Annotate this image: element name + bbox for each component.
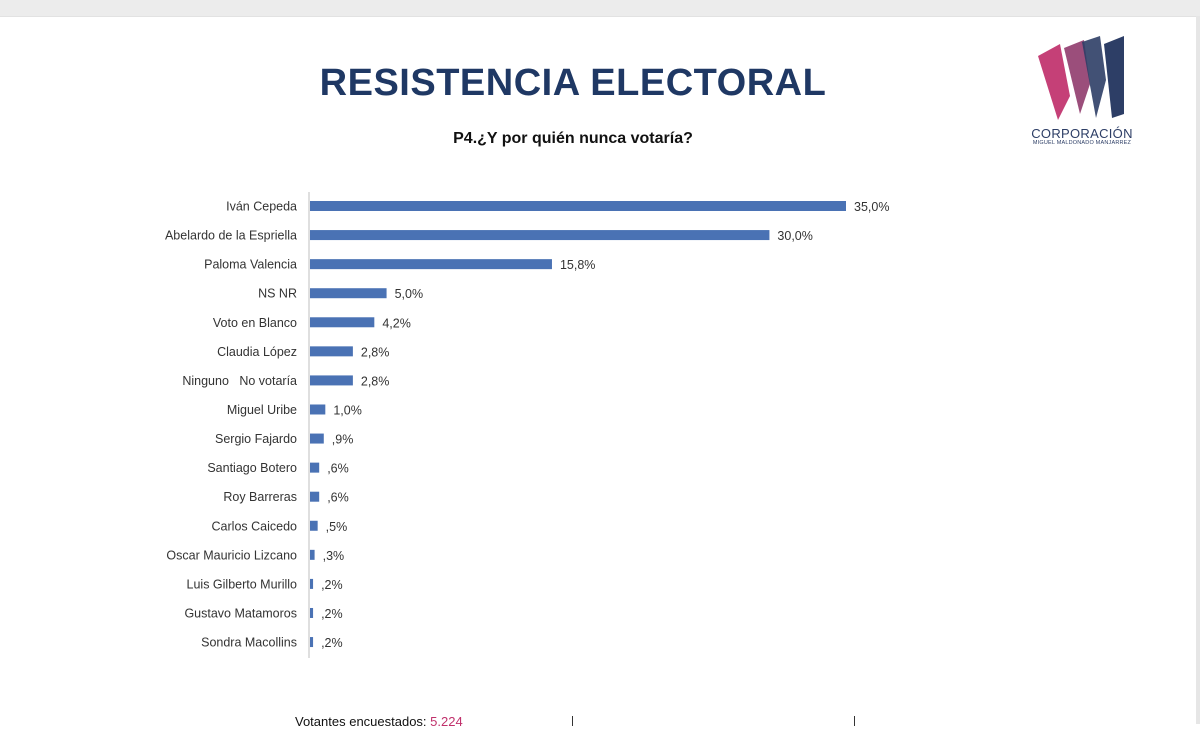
bar <box>310 404 326 415</box>
bar <box>310 317 375 328</box>
value-label: 2,8% <box>361 374 390 388</box>
value-label: ,6% <box>327 491 349 505</box>
category-label: Luis Gilberto Murillo <box>187 577 298 591</box>
value-label: 15,8% <box>560 258 595 272</box>
category-label: Santiago Botero <box>207 461 297 475</box>
page-title: RESISTENCIA ELECTORAL <box>319 62 827 104</box>
top-strip <box>0 0 1200 17</box>
bar <box>310 491 320 502</box>
category-label: Gustavo Matamoros <box>184 606 297 620</box>
value-label: 2,8% <box>361 345 390 359</box>
chart-subtitle: P4.¿Y por quién nunca votaría? <box>453 130 693 147</box>
value-label: ,2% <box>321 578 343 592</box>
category-label: Voto en Blanco <box>213 316 297 330</box>
footer: Votantes encuestados: 5.224 <box>295 714 463 729</box>
footer-count: 5.224 <box>430 714 463 729</box>
category-label: Iván Cepeda <box>226 200 297 214</box>
right-edge <box>1196 16 1200 724</box>
bar <box>310 462 320 473</box>
bar <box>310 520 318 531</box>
value-label: ,2% <box>321 607 343 621</box>
bar <box>310 607 314 618</box>
bar <box>310 549 315 560</box>
category-label: Abelardo de la Espriella <box>165 229 297 243</box>
value-label: 4,2% <box>382 316 411 330</box>
category-label: NS NR <box>258 287 297 301</box>
bar <box>310 288 387 299</box>
bar <box>310 433 324 444</box>
value-label: 35,0% <box>854 200 889 214</box>
category-label: Carlos Caicedo <box>212 519 298 533</box>
category-label: Oscar Mauricio Lizcano <box>166 548 297 562</box>
logo-w-mark <box>1038 36 1124 120</box>
bar <box>310 637 314 648</box>
bar <box>310 230 770 241</box>
category-label: Paloma Valencia <box>204 258 297 272</box>
footer-divider <box>854 716 855 726</box>
category-label: Sondra Macollins <box>201 636 297 650</box>
bar <box>310 201 846 211</box>
value-label: ,5% <box>326 520 348 534</box>
category-label: Ninguno No votaría <box>182 374 297 388</box>
logo-subword: MIGUEL MALDONADO MANJARREZ <box>1032 140 1132 146</box>
value-label: ,3% <box>323 549 345 563</box>
value-label: 5,0% <box>395 287 424 301</box>
value-label: ,6% <box>327 462 349 476</box>
value-label: ,9% <box>332 433 354 447</box>
category-label: Roy Barreras <box>223 490 297 504</box>
bar <box>310 346 353 357</box>
value-label: 1,0% <box>333 403 362 417</box>
footer-label: Votantes encuestados: <box>295 714 427 729</box>
footer-divider <box>572 716 573 726</box>
bar <box>310 375 353 386</box>
bar <box>310 578 314 589</box>
logo-word: CORPORACIÓN <box>1031 126 1133 141</box>
category-label: Claudia López <box>217 345 297 359</box>
category-label: Sergio Fajardo <box>215 432 297 446</box>
value-label: ,2% <box>321 636 343 650</box>
category-label: Miguel Uribe <box>227 403 297 417</box>
corporacion-logo: CORPORACIÓN MIGUEL MALDONADO MANJARREZ <box>1024 34 1140 150</box>
value-label: 30,0% <box>777 229 812 243</box>
bar <box>310 259 552 270</box>
